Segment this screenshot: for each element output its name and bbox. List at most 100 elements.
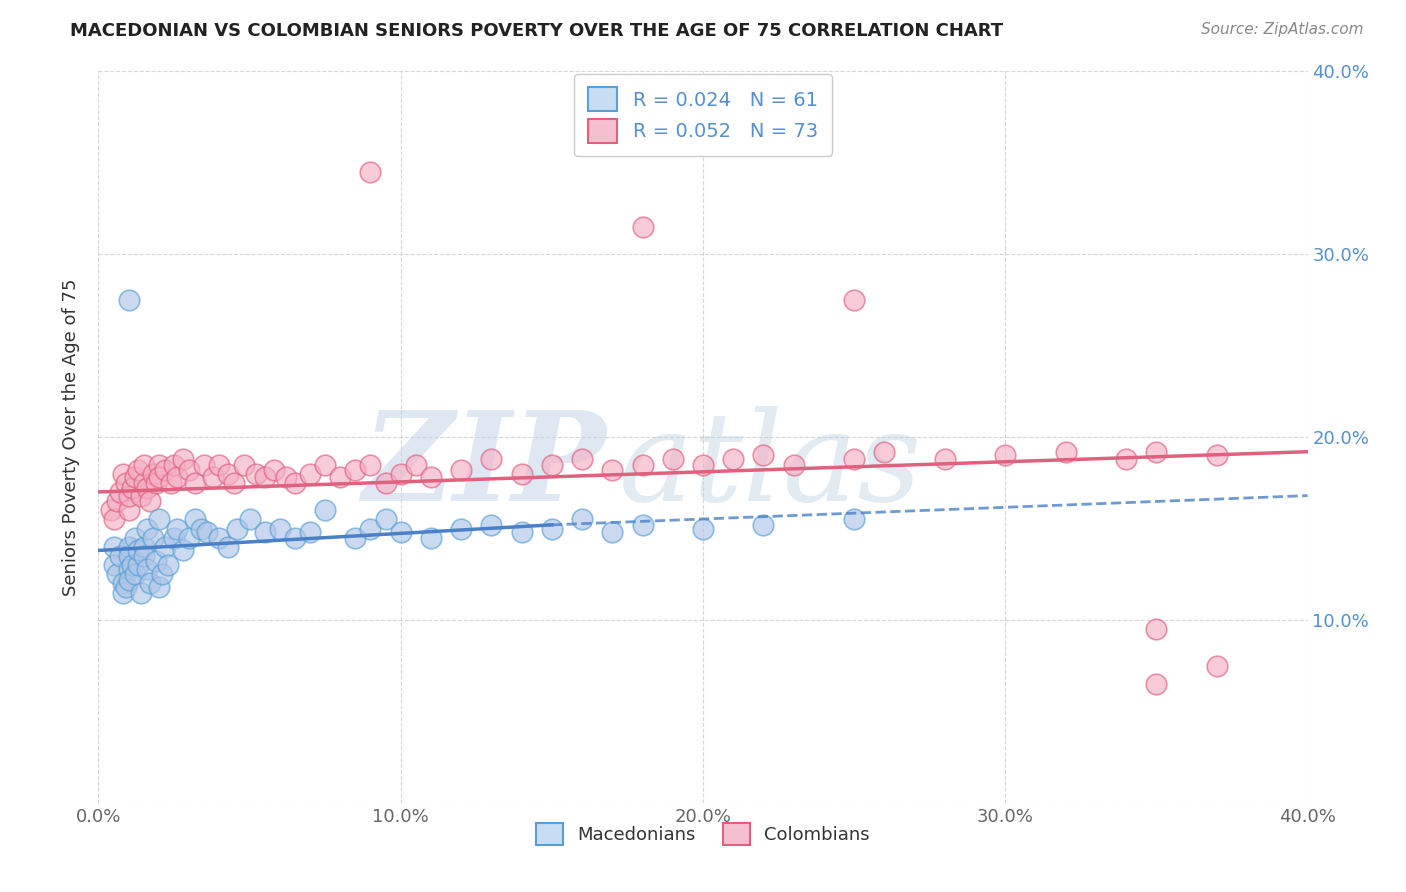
Point (232, 458, 254, 472)
Point (111, 467, 134, 481)
Point (121, 481, 143, 495)
Point (135, 521, 157, 535)
Point (571, 452, 593, 467)
Point (103, 558, 125, 573)
Point (129, 585, 152, 599)
Point (118, 540, 141, 554)
Point (103, 540, 125, 554)
Point (132, 475, 155, 490)
Point (148, 458, 170, 472)
Point (450, 463, 472, 477)
Point (217, 540, 239, 554)
Point (269, 521, 291, 535)
Point (994, 448, 1017, 462)
Point (1206, 658, 1229, 673)
Point (873, 444, 896, 458)
Point (1144, 677, 1167, 691)
Legend: Macedonians, Colombians: Macedonians, Colombians (522, 809, 884, 860)
Point (420, 531, 443, 545)
Point (139, 494, 162, 508)
Point (124, 567, 146, 582)
Point (208, 458, 231, 472)
Point (245, 467, 267, 481)
Point (142, 531, 165, 545)
Point (692, 521, 714, 535)
Point (374, 512, 396, 526)
Point (118, 503, 141, 517)
Point (118, 549, 141, 563)
Point (329, 470, 352, 484)
Point (1115, 452, 1137, 467)
Point (172, 452, 194, 467)
Point (118, 562, 141, 576)
Point (239, 512, 262, 526)
Point (190, 521, 212, 535)
Point (844, 452, 866, 467)
Point (844, 512, 866, 526)
Point (284, 475, 307, 490)
Point (571, 512, 593, 526)
Point (631, 219, 654, 234)
Point (172, 543, 194, 558)
Point (160, 475, 183, 490)
Point (135, 481, 157, 495)
Point (103, 512, 125, 526)
Point (148, 470, 170, 484)
Point (156, 558, 179, 573)
Point (481, 452, 503, 467)
Point (602, 525, 624, 540)
Point (132, 549, 155, 563)
Point (602, 463, 624, 477)
Point (118, 293, 141, 307)
Point (129, 489, 152, 503)
Point (661, 452, 683, 467)
Point (1144, 622, 1167, 636)
Point (179, 531, 201, 545)
Point (108, 549, 131, 563)
Point (299, 467, 322, 481)
Point (163, 458, 186, 472)
Point (217, 467, 239, 481)
Point (224, 475, 246, 490)
Point (118, 489, 141, 503)
Point (118, 573, 141, 587)
Point (195, 525, 218, 540)
Point (163, 531, 186, 545)
Point (420, 470, 443, 484)
Point (274, 470, 297, 484)
Text: atlas: atlas (619, 406, 922, 527)
Point (105, 567, 128, 582)
Point (166, 521, 188, 535)
Point (166, 470, 188, 484)
Point (145, 554, 167, 568)
Point (934, 452, 956, 467)
Point (184, 475, 207, 490)
Point (510, 467, 533, 481)
Point (344, 463, 367, 477)
Point (510, 525, 533, 540)
Point (153, 540, 176, 554)
Point (150, 567, 173, 582)
Point (108, 485, 131, 500)
Point (540, 521, 562, 535)
Point (540, 458, 562, 472)
Point (1144, 444, 1167, 458)
Point (135, 562, 157, 576)
Point (100, 503, 122, 517)
Point (783, 458, 806, 472)
Point (142, 467, 165, 481)
Point (253, 525, 276, 540)
Point (374, 475, 396, 490)
Point (124, 531, 146, 545)
Point (226, 521, 249, 535)
Point (299, 525, 322, 540)
Y-axis label: Seniors Poverty Over the Age of 75: Seniors Poverty Over the Age of 75 (62, 278, 80, 596)
Point (148, 512, 170, 526)
Point (314, 458, 336, 472)
Point (111, 576, 134, 591)
Text: MACEDONIAN VS COLOMBIAN SENIORS POVERTY OVER THE AGE OF 75 CORRELATION CHART: MACEDONIAN VS COLOMBIAN SENIORS POVERTY … (70, 22, 1004, 40)
Point (153, 463, 176, 477)
Point (105, 494, 128, 508)
Point (148, 580, 170, 594)
Point (360, 165, 382, 179)
